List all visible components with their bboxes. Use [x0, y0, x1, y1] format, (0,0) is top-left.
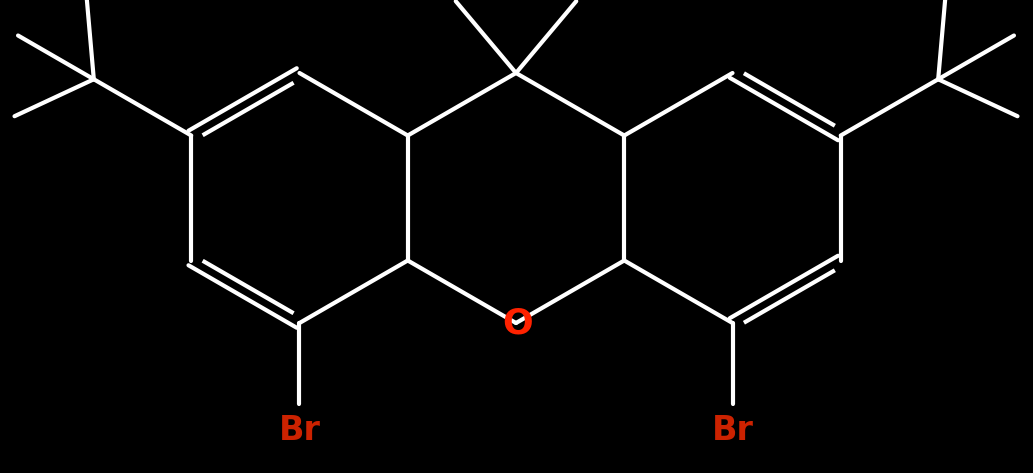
Text: Br: Br	[712, 414, 753, 447]
Text: Br: Br	[279, 414, 320, 447]
Text: O: O	[503, 306, 533, 340]
